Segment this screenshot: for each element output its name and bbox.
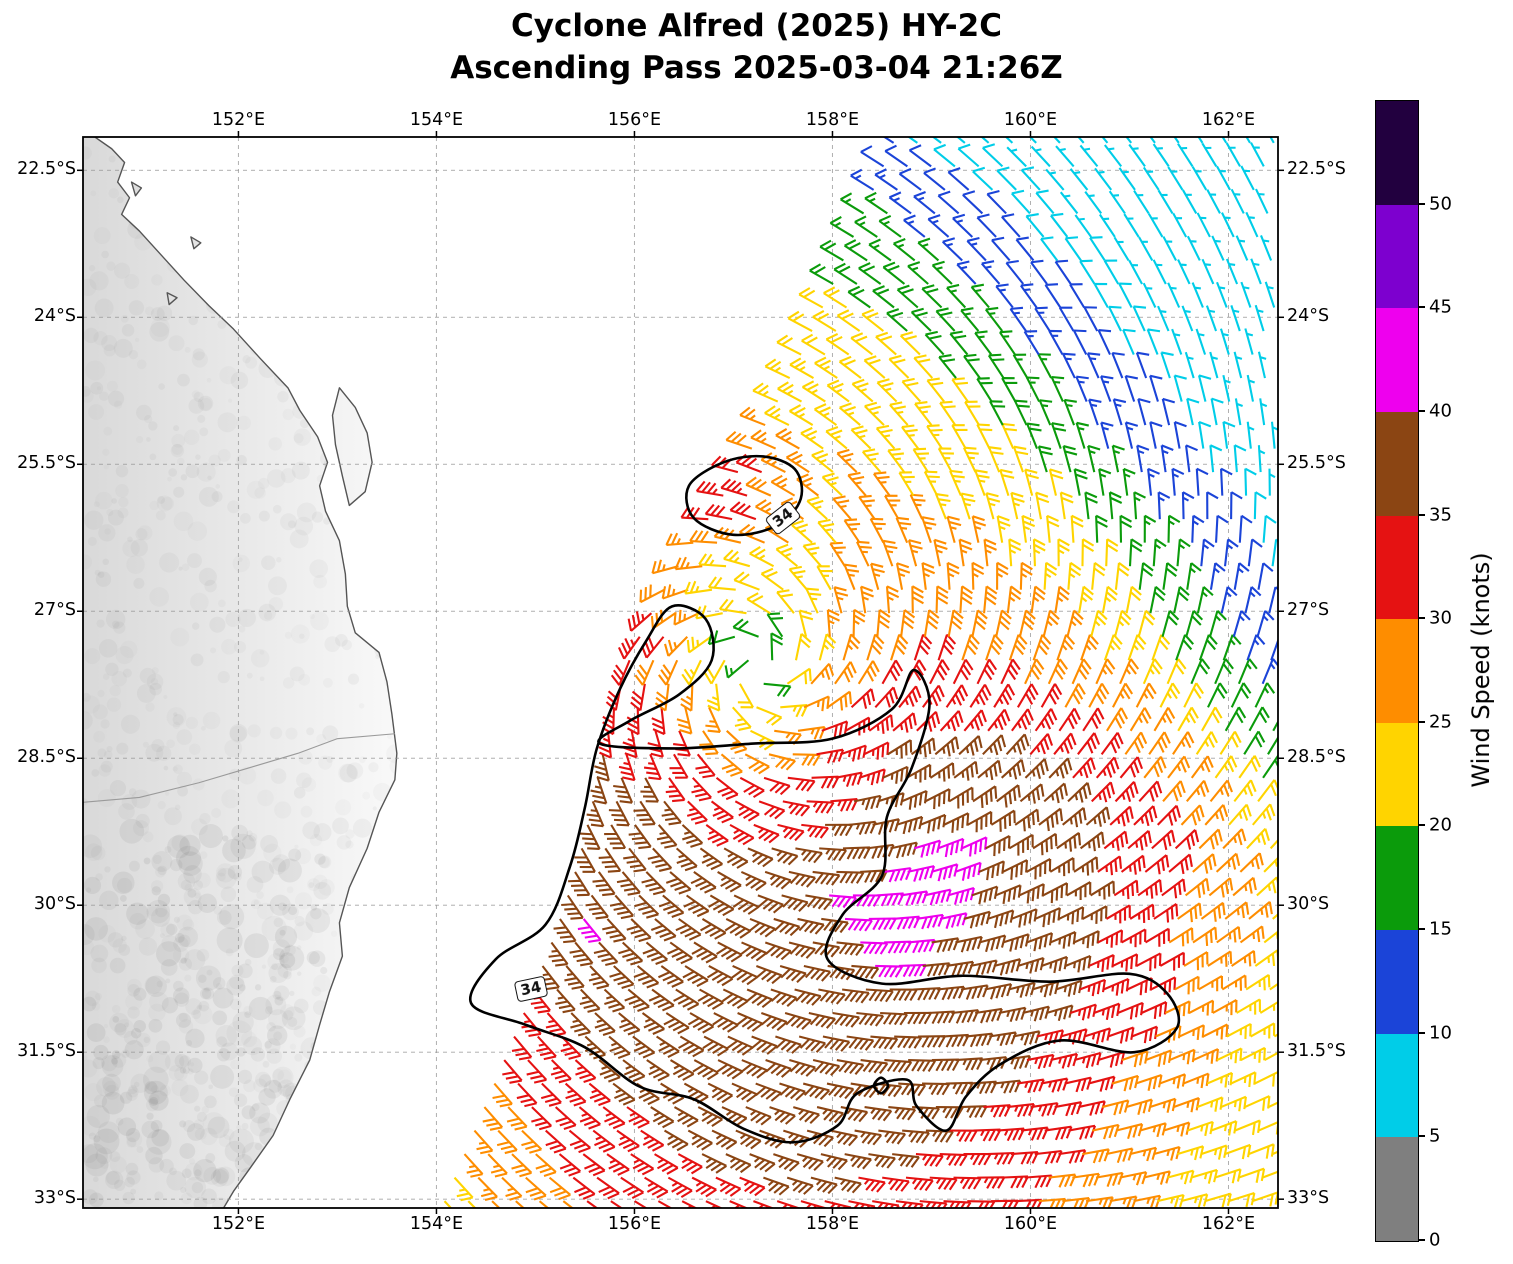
lat-tick-label-right: 31.5°S (1287, 1041, 1346, 1062)
lat-tick-label-left: 33°S (33, 1188, 76, 1209)
lat-tick-label-right: 24°S (1287, 306, 1330, 327)
colorbar-band-45-50 (1376, 204, 1418, 309)
colorbar-tick-label: 35 (1429, 504, 1452, 526)
lat-tick-label-right: 27°S (1287, 600, 1330, 621)
lon-tick-label-bottom: 162°E (1201, 1214, 1256, 1234)
lon-tick-label-top: 162°E (1201, 110, 1256, 130)
colorbar-tick-mark (1418, 1031, 1425, 1034)
colorbar-band-0-5 (1376, 1137, 1418, 1241)
colorbar-tick-label: 0 (1429, 1229, 1441, 1251)
lat-tick-label-left: 24°S (33, 306, 76, 327)
colorbar-tick-mark (1418, 513, 1425, 516)
colorbar-band-30-35 (1376, 515, 1418, 620)
colorbar-axis-label: Wind Speed (knots) (1467, 552, 1495, 788)
colorbar-tick-mark (1418, 409, 1425, 412)
lat-tick-label-left: 31.5°S (17, 1041, 76, 1062)
colorbar-tick-mark (1418, 617, 1425, 620)
lat-tick-label-left: 28.5°S (17, 747, 76, 768)
lat-tick-label-left: 22.5°S (17, 159, 76, 180)
lat-tick-label-right: 33°S (1287, 1188, 1330, 1209)
colorbar-band-20-25 (1376, 722, 1418, 827)
colorbar-tick-mark (1418, 720, 1425, 723)
lon-tick-label-bottom: 160°E (1003, 1214, 1058, 1234)
lon-tick-label-top: 156°E (607, 110, 662, 130)
colorbar-band-5-10 (1376, 1033, 1418, 1138)
colorbar-band-40-45 (1376, 308, 1418, 412)
lon-tick-label-bottom: 158°E (805, 1214, 860, 1234)
colorbar-tick-label: 30 (1429, 607, 1452, 629)
lon-tick-label-bottom: 156°E (607, 1214, 662, 1234)
colorbar-band-35-40 (1376, 411, 1418, 516)
colorbar-tick-label: 25 (1429, 711, 1452, 733)
lon-tick-label-top: 160°E (1003, 110, 1058, 130)
colorbar (1375, 100, 1419, 1242)
chart-title: Cyclone Alfred (2025) HY-2C (511, 8, 1002, 44)
lon-tick-label-bottom: 152°E (211, 1214, 266, 1234)
lat-tick-label-right: 25.5°S (1287, 453, 1346, 474)
colorbar-tick-label: 10 (1429, 1022, 1452, 1044)
colorbar-tick-mark (1418, 1239, 1425, 1241)
colorbar-tick-label: 15 (1429, 918, 1452, 940)
lat-tick-label-right: 28.5°S (1287, 747, 1346, 768)
colorbar-band-10-15 (1376, 930, 1418, 1034)
lon-tick-label-top: 152°E (211, 110, 266, 130)
lon-tick-label-top: 154°E (409, 110, 464, 130)
colorbar-tick-mark (1418, 928, 1425, 931)
colorbar-tick-mark (1418, 306, 1425, 309)
colorbar-tick-mark (1418, 824, 1425, 827)
colorbar-tick-mark (1418, 1135, 1425, 1138)
colorbar-band-25-30 (1376, 619, 1418, 723)
colorbar-band-50-55 (1376, 101, 1418, 205)
colorbar-band-15-20 (1376, 826, 1418, 930)
colorbar-tick-label: 45 (1429, 296, 1452, 318)
lat-tick-label-left: 27°S (33, 600, 76, 621)
lat-tick-label-right: 30°S (1287, 894, 1330, 915)
lon-tick-label-top: 158°E (805, 110, 860, 130)
lon-tick-label-bottom: 154°E (409, 1214, 464, 1234)
colorbar-tick-label: 5 (1429, 1125, 1441, 1147)
colorbar-tick-label: 50 (1429, 193, 1452, 215)
lat-tick-label-left: 30°S (33, 894, 76, 915)
lat-tick-label-left: 25.5°S (17, 453, 76, 474)
lat-tick-label-right: 22.5°S (1287, 159, 1346, 180)
colorbar-tick-mark (1418, 202, 1425, 205)
colorbar-tick-label: 40 (1429, 400, 1452, 422)
colorbar-tick-label: 20 (1429, 814, 1452, 836)
chart-subtitle: Ascending Pass 2025-03-04 21:26Z (450, 50, 1063, 86)
